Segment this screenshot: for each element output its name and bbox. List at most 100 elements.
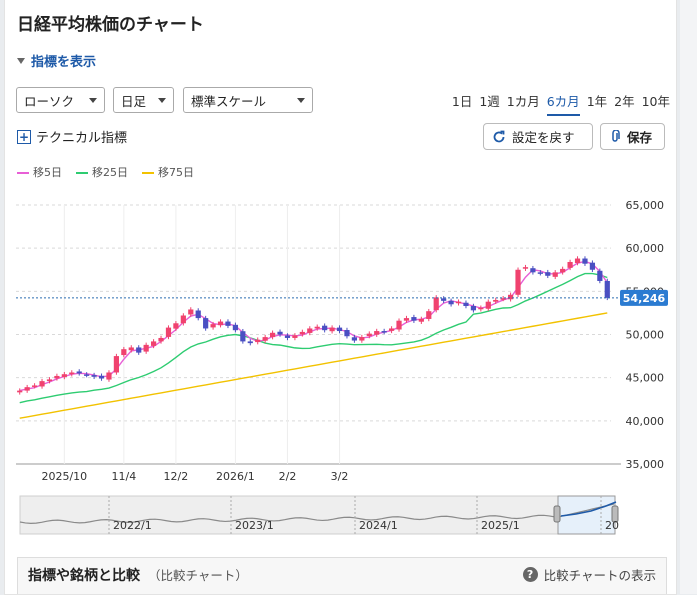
- plus-icon: +: [17, 129, 31, 144]
- candle-body: [91, 375, 97, 377]
- candle-body: [463, 302, 469, 307]
- candle-body: [522, 267, 529, 269]
- candle-body: [76, 371, 82, 374]
- candle-body: [54, 375, 60, 379]
- x-tick-label: 11/4: [111, 470, 136, 483]
- candle-body: [240, 331, 246, 342]
- candle-body: [217, 321, 224, 326]
- candle-body: [344, 330, 350, 337]
- last-price-badge: [620, 289, 668, 306]
- navigator-series: [19, 503, 615, 524]
- candle-body: [322, 325, 328, 331]
- candle-body: [255, 339, 261, 343]
- candle-body: [597, 270, 603, 281]
- chevron-down-icon: [89, 97, 97, 103]
- compare-help-link[interactable]: ? 比較チャートの表示: [522, 565, 656, 584]
- question-icon: ?: [522, 567, 538, 582]
- chevron-down-icon: [297, 97, 305, 103]
- reset-label: 設定を戻す: [512, 130, 575, 145]
- last-price-label: 54,246: [623, 292, 666, 305]
- candle-body: [604, 280, 610, 298]
- candle-body: [173, 323, 179, 329]
- candle-body: [188, 309, 194, 315]
- candle-body: [485, 301, 491, 309]
- candle-body: [552, 272, 558, 277]
- show-indicators-toggle[interactable]: 指標を表示: [17, 51, 96, 70]
- candle-body: [545, 272, 551, 276]
- candle-body: [537, 272, 543, 274]
- chevron-down-icon: [158, 97, 166, 103]
- scale-select[interactable]: 標準スケール: [183, 87, 313, 113]
- candle-body: [448, 300, 454, 305]
- candle-body: [277, 331, 283, 335]
- page-title: 日経平均株価のチャート: [17, 15, 204, 35]
- technical-indicator-label: テクニカル指標: [36, 131, 128, 146]
- candle-body: [493, 299, 499, 302]
- tab-period-1y[interactable]: 1年: [586, 94, 608, 109]
- tab-period-2y[interactable]: 2年: [614, 94, 635, 109]
- candle-body: [128, 347, 134, 351]
- candle-body: [143, 344, 149, 352]
- candle-body: [299, 331, 305, 335]
- candle-body: [582, 258, 588, 264]
- navigator-label: 20: [605, 519, 619, 532]
- show-indicators-label: 指標を表示: [31, 55, 97, 70]
- price-chart[interactable]: 65,00060,00055,00050,00045,00040,00035,0…: [16, 188, 671, 540]
- candle-body: [329, 327, 335, 332]
- candle-body: [307, 328, 313, 333]
- technical-indicator-button[interactable]: + テクニカル指標: [17, 127, 127, 146]
- y-tick-label: 65,000: [626, 199, 665, 212]
- candle-body: [411, 317, 417, 321]
- save-button[interactable]: 保存: [600, 123, 665, 150]
- navigator-label: 2023/1: [235, 519, 274, 532]
- candle-body: [106, 372, 112, 380]
- candle-body: [589, 262, 596, 270]
- tab-period-6m[interactable]: 6カ月: [546, 91, 580, 116]
- navigator-track: [19, 495, 616, 535]
- y-tick-label: 45,000: [626, 372, 665, 385]
- candle-body: [39, 381, 45, 387]
- candle-body: [203, 318, 209, 329]
- chart-legend: 移5日 移25日 移75日: [17, 164, 194, 180]
- candle-body: [210, 324, 216, 328]
- scale-value: 標準スケール: [191, 93, 267, 109]
- candle-body: [388, 328, 395, 331]
- candle-body: [507, 294, 514, 300]
- reset-settings-button[interactable]: 設定を戻す: [483, 123, 593, 150]
- navigator-handle-left: [553, 505, 561, 523]
- candle-body: [426, 311, 432, 319]
- navigator-label: 2025/1: [481, 519, 520, 532]
- candle-body: [232, 324, 239, 331]
- tab-period-1d[interactable]: 1日: [451, 94, 473, 109]
- candle-body: [292, 335, 298, 338]
- navigator-label: 2024/1: [359, 519, 398, 532]
- ma25-line: [19, 272, 608, 404]
- chart-type-select[interactable]: ローソク: [16, 87, 105, 113]
- y-tick-label: 40,000: [626, 415, 665, 428]
- candle-body: [113, 356, 120, 373]
- interval-value: 日足: [121, 93, 147, 109]
- candle-body: [403, 318, 410, 321]
- legend-ma75: 移75日: [142, 164, 194, 180]
- candle-body: [150, 341, 157, 346]
- tab-period-1m[interactable]: 1カ月: [506, 94, 540, 109]
- candle-body: [180, 315, 186, 324]
- ma75-line: [19, 312, 608, 419]
- tab-period-1w[interactable]: 1週: [479, 94, 500, 109]
- reset-icon: [493, 130, 505, 142]
- candle-body: [530, 268, 536, 273]
- candle-body: [269, 332, 276, 338]
- candle-body: [351, 337, 358, 341]
- period-tabs: 1日 1週 1カ月 6カ月 1年 2年 10年: [452, 91, 670, 116]
- candle-body: [418, 318, 424, 322]
- candle-body: [165, 327, 172, 337]
- tab-period-10y[interactable]: 10年: [641, 94, 670, 109]
- candle-body: [24, 387, 30, 391]
- interval-select[interactable]: 日足: [113, 87, 174, 113]
- y-tick-label: 50,000: [626, 329, 665, 342]
- navigator-highlight-series: [560, 501, 617, 517]
- candle-body: [500, 298, 506, 300]
- scrollbar[interactable]: [680, 0, 697, 594]
- candle-body: [69, 372, 75, 375]
- legend-ma5: 移5日: [17, 164, 62, 180]
